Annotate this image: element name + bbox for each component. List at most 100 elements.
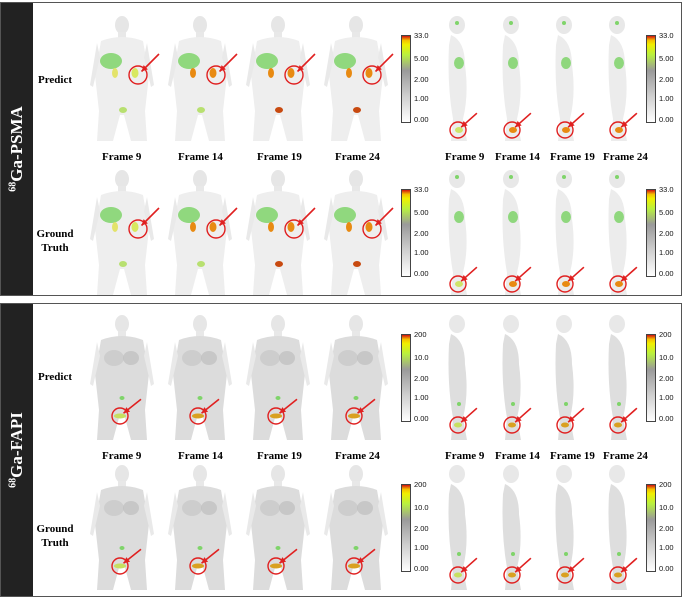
arrow-head-icon <box>621 274 628 282</box>
arrow-head-icon <box>141 65 148 72</box>
arrow-head-icon <box>141 219 148 226</box>
colorbar-tick-label: 1.00 <box>659 94 674 103</box>
colorbar <box>646 334 656 422</box>
colorbar-tick-label: 2.00 <box>414 74 429 84</box>
lesion-circle-marker <box>503 121 521 139</box>
colorbar-tick-label: 200 <box>659 480 672 489</box>
sagittal-pet-scan <box>555 315 585 440</box>
row-label-ground-truth: Ground Truth <box>36 523 74 549</box>
arrow-head-icon <box>621 120 628 128</box>
sagittal-pet-scan <box>448 315 478 440</box>
arrow-head-icon <box>568 274 575 282</box>
lesion-circle-marker <box>503 566 521 584</box>
arrow-head-icon <box>201 557 209 564</box>
colorbar-tick-label: 5.00 <box>659 53 674 63</box>
colorbar-tick-label: 200 <box>659 330 672 339</box>
sagittal-pet-scan <box>448 465 478 590</box>
colorbar-tick-label: 0.00 <box>414 115 429 124</box>
colorbar-tick-label: 1.00 <box>659 393 674 402</box>
lesion-circle-marker <box>362 65 382 85</box>
sagittal-pet-scan <box>502 465 532 590</box>
colorbar-tick-label: 5.00 <box>414 53 429 63</box>
colorbar-tick-label: 2.00 <box>659 373 674 383</box>
frame-label: Frame 14 <box>178 151 223 163</box>
colorbar-tick-label: 2.00 <box>414 523 429 533</box>
sagittal-pet-scan <box>448 170 478 295</box>
colorbar <box>401 334 411 422</box>
colorbar <box>401 484 411 572</box>
colorbar <box>646 35 656 123</box>
frame-label: Frame 9 <box>102 151 142 163</box>
lesion-circle-marker <box>449 121 467 139</box>
colorbar-tick-label: 1.00 <box>659 248 674 257</box>
lesion-circle-marker <box>189 407 207 425</box>
row-label-predict: Predict <box>37 74 72 86</box>
colorbar <box>646 189 656 277</box>
colorbar-tick-label: 33.0 <box>414 31 429 40</box>
coronal-pet-scan <box>324 16 394 141</box>
lesion-circle-marker <box>128 65 148 85</box>
frame-label: Frame 24 <box>603 450 648 462</box>
arrow-head-icon <box>461 274 468 282</box>
arrow-head-icon <box>375 219 382 226</box>
colorbar-tick-label: 0.00 <box>659 564 674 573</box>
lesion-circle-marker <box>556 275 574 293</box>
colorbar-tick-label: 10.0 <box>414 502 429 512</box>
frame-label: Frame 9 <box>445 450 485 462</box>
sagittal-pet-scan <box>448 16 478 141</box>
coronal-pet-scan <box>168 170 238 295</box>
row-label-ground-truth: Ground Truth <box>36 228 74 254</box>
sagittal-pet-scan <box>555 465 585 590</box>
arrow-head-icon <box>279 407 287 414</box>
lesion-circle-marker <box>449 275 467 293</box>
arrow-head-icon <box>219 65 226 72</box>
colorbar-tick-label: 10.0 <box>414 352 429 362</box>
lesion-circle-marker <box>111 557 129 575</box>
colorbar-tick-label: 10.0 <box>659 352 674 362</box>
arrow-head-icon <box>461 415 468 423</box>
lesion-circle-marker <box>128 219 148 239</box>
coronal-pet-scan <box>168 315 232 440</box>
colorbar-tick-label: 33.0 <box>414 185 429 194</box>
arrow-head-icon <box>568 415 575 423</box>
lesion-circle-marker <box>449 566 467 584</box>
arrow-head-icon <box>568 565 575 573</box>
colorbar-tick-label: 0.00 <box>414 414 429 423</box>
lesion-circle-marker <box>609 275 627 293</box>
colorbar-tick-label: 33.0 <box>659 185 674 194</box>
arrow-head-icon <box>123 407 131 414</box>
lesion-circle-marker <box>609 121 627 139</box>
sagittal-pet-scan <box>608 465 638 590</box>
coronal-pet-scan <box>90 16 160 141</box>
lesion-circle-marker <box>267 407 285 425</box>
coronal-pet-scan <box>168 465 232 590</box>
lesion-circle-marker <box>556 121 574 139</box>
colorbar-tick-label: 5.00 <box>659 207 674 217</box>
colorbar-tick-label: 2.00 <box>414 373 429 383</box>
colorbar <box>401 189 411 277</box>
arrow-head-icon <box>123 557 131 564</box>
colorbar-tick-label: 33.0 <box>659 31 674 40</box>
arrow-head-icon <box>357 407 365 414</box>
frame-label: Frame 14 <box>178 450 223 462</box>
panel-fapi: 68Ga-FAPI Predict Ground Truth Frame 9 F… <box>0 303 682 597</box>
lesion-circle-marker <box>362 219 382 239</box>
arrow-head-icon <box>297 219 304 226</box>
sagittal-pet-scan <box>608 16 638 141</box>
coronal-pet-scan <box>168 16 238 141</box>
colorbar-tick-label: 5.00 <box>414 207 429 217</box>
frame-label: Frame 9 <box>102 450 142 462</box>
arrow-head-icon <box>515 120 522 128</box>
colorbar-tick-label: 0.00 <box>414 564 429 573</box>
lesion-circle-marker <box>284 219 304 239</box>
arrow-head-icon <box>621 415 628 423</box>
sagittal-pet-scan <box>608 315 638 440</box>
row-label-predict: Predict <box>37 371 72 383</box>
arrow-head-icon <box>375 65 382 72</box>
coronal-pet-scan <box>246 315 310 440</box>
coronal-pet-scan <box>90 315 154 440</box>
frame-label: Frame 9 <box>445 151 485 163</box>
lesion-circle-marker <box>345 557 363 575</box>
arrow-head-icon <box>297 65 304 72</box>
tracer-label-psma: 68Ga-PSMA <box>1 3 33 295</box>
